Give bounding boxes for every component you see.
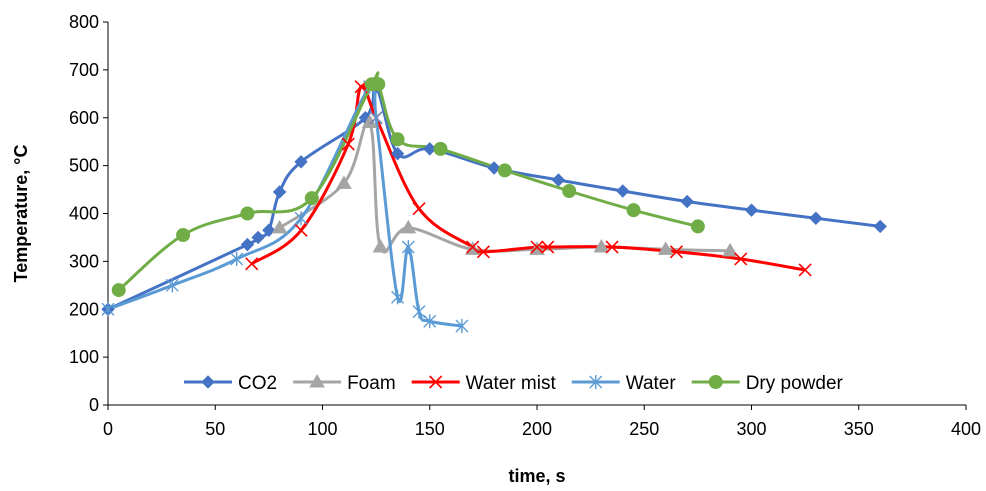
data-point <box>690 219 705 234</box>
data-point <box>390 146 405 161</box>
data-point <box>798 263 812 277</box>
data-point <box>433 141 448 156</box>
x-tick-label: 200 <box>522 419 552 439</box>
data-point <box>412 202 426 216</box>
legend-item: Water <box>571 373 677 394</box>
data-point <box>101 302 115 317</box>
legend-marker <box>429 375 443 389</box>
data-point <box>294 211 308 226</box>
legend-label: Dry powder <box>746 373 844 394</box>
legend-label: Water <box>626 373 677 394</box>
data-point <box>412 304 426 319</box>
x-axis-title: time, s <box>508 466 565 486</box>
legend-item: Dry powder <box>691 373 844 394</box>
data-point <box>809 211 823 225</box>
data-point <box>593 239 610 253</box>
data-point <box>245 257 259 271</box>
data-point <box>657 241 674 255</box>
data-point <box>680 194 694 209</box>
series-markers <box>101 77 887 334</box>
data-point <box>626 203 641 218</box>
y-tick-label: 200 <box>69 299 99 319</box>
data-point <box>371 77 386 92</box>
series-line-3 <box>107 77 463 328</box>
data-point <box>487 161 501 175</box>
data-point <box>165 278 179 293</box>
series-line-0 <box>107 84 881 311</box>
data-point <box>272 185 287 199</box>
data-point <box>391 290 405 305</box>
data-point <box>400 219 417 234</box>
data-point <box>530 240 544 254</box>
data-point <box>616 184 630 198</box>
data-point <box>744 203 759 217</box>
data-point <box>390 132 405 147</box>
legend-item: CO2 <box>184 373 277 394</box>
y-tick-label: 800 <box>69 12 99 32</box>
y-tick-label: 600 <box>69 108 99 128</box>
x-tick-label: 300 <box>736 419 766 439</box>
data-point <box>230 251 244 266</box>
x-tick-label: 250 <box>629 419 659 439</box>
axes: 0 100 200 300 400 500 600 700 800 0 50 100 150 200 250… <box>69 12 981 439</box>
data-point <box>240 206 255 221</box>
x-tick-label: 400 <box>951 419 981 439</box>
data-point <box>251 230 265 245</box>
data-point <box>541 240 555 254</box>
data-point <box>562 183 577 198</box>
legend-marker <box>589 375 603 389</box>
data-point <box>722 242 738 257</box>
data-point <box>369 110 383 125</box>
data-point <box>423 314 437 329</box>
data-point <box>423 142 437 156</box>
legend-marker <box>309 374 325 388</box>
data-point <box>605 240 619 254</box>
data-point <box>176 228 191 243</box>
data-point <box>304 191 319 206</box>
x-tick-label: 0 <box>103 419 113 439</box>
y-tick-label: 300 <box>69 251 99 271</box>
y-tick-label: 100 <box>69 347 99 367</box>
data-point <box>669 245 683 259</box>
data-point <box>336 175 352 189</box>
data-point <box>341 137 355 151</box>
data-point <box>455 319 469 334</box>
legend-label: CO2 <box>238 373 277 394</box>
data-point <box>271 219 288 234</box>
data-point <box>466 240 480 254</box>
data-point <box>401 240 415 255</box>
x-tick-label: 150 <box>415 419 445 439</box>
data-point <box>240 237 255 252</box>
data-point <box>294 223 308 237</box>
legend-marker <box>201 375 215 389</box>
x-tick-label: 50 <box>205 419 225 439</box>
y-tick-label: 700 <box>69 60 99 80</box>
data-point <box>111 283 126 298</box>
data-point <box>476 245 490 259</box>
y-axis-title: Temperature, °C <box>11 145 31 283</box>
x-tick-label: 350 <box>844 419 874 439</box>
data-point <box>873 219 887 234</box>
data-point <box>294 155 308 169</box>
legend-marker <box>708 375 723 389</box>
series-line-4 <box>117 71 699 292</box>
data-point <box>734 252 748 266</box>
y-tick-label: 0 <box>89 395 99 415</box>
data-point <box>551 173 566 187</box>
legend-item: Foam <box>293 373 396 394</box>
legend-label: Foam <box>347 373 396 394</box>
y-tick-label: 400 <box>69 204 99 224</box>
data-point <box>497 163 512 178</box>
legend-item: Water mist <box>411 373 557 394</box>
legend: CO2 Foam Water mist Water Dry powder <box>184 373 844 394</box>
legend-label: Water mist <box>466 373 557 394</box>
y-tick-label: 500 <box>69 156 99 176</box>
x-tick-label: 100 <box>307 419 337 439</box>
series-lines <box>107 71 881 328</box>
data-point <box>372 239 389 253</box>
